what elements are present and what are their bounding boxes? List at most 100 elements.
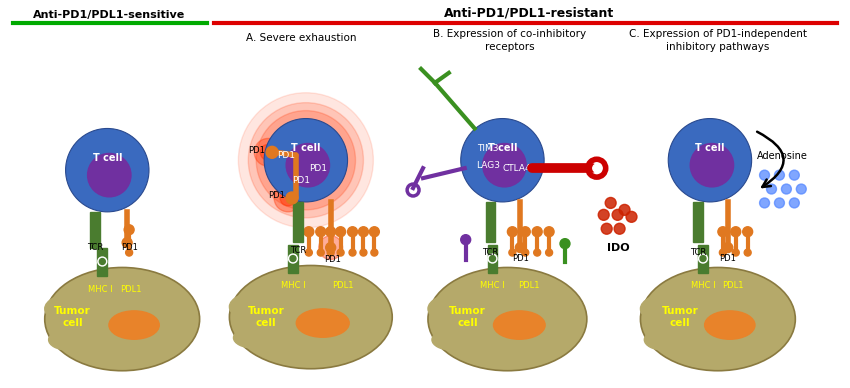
Circle shape <box>248 103 364 218</box>
Circle shape <box>264 119 348 202</box>
Circle shape <box>760 198 769 208</box>
FancyBboxPatch shape <box>698 260 708 274</box>
FancyBboxPatch shape <box>488 245 497 258</box>
Text: LAG3: LAG3 <box>477 161 501 170</box>
Ellipse shape <box>468 340 515 360</box>
Text: PD1: PD1 <box>309 164 326 173</box>
FancyBboxPatch shape <box>90 212 100 248</box>
Ellipse shape <box>323 325 380 351</box>
Circle shape <box>790 170 799 180</box>
Circle shape <box>337 249 344 256</box>
Circle shape <box>515 242 525 253</box>
Text: TCR: TCR <box>290 246 306 255</box>
Circle shape <box>99 258 105 265</box>
Circle shape <box>490 256 496 262</box>
Ellipse shape <box>297 309 349 337</box>
Ellipse shape <box>428 293 491 324</box>
Text: T cell: T cell <box>488 143 517 153</box>
Text: PD1: PD1 <box>719 254 736 263</box>
Text: PD1: PD1 <box>324 255 341 263</box>
Text: CTLA4: CTLA4 <box>502 164 530 173</box>
FancyBboxPatch shape <box>288 260 298 274</box>
Circle shape <box>509 249 516 256</box>
Circle shape <box>266 146 278 158</box>
Circle shape <box>488 254 497 263</box>
Ellipse shape <box>432 329 472 350</box>
Circle shape <box>699 254 707 263</box>
Circle shape <box>767 184 776 194</box>
Circle shape <box>349 249 356 256</box>
Circle shape <box>274 184 302 212</box>
Text: T cell: T cell <box>93 153 122 163</box>
Text: T cell: T cell <box>695 143 725 153</box>
Circle shape <box>65 128 149 212</box>
Circle shape <box>615 223 625 234</box>
Ellipse shape <box>83 340 130 360</box>
Text: C. Expression of PD1-independent
inhibitory pathways: C. Expression of PD1-independent inhibit… <box>629 29 807 52</box>
FancyBboxPatch shape <box>488 260 497 274</box>
Text: MHC I: MHC I <box>88 285 113 294</box>
Circle shape <box>781 184 791 194</box>
Ellipse shape <box>729 327 784 353</box>
Text: PD1: PD1 <box>512 254 529 263</box>
Circle shape <box>520 227 530 237</box>
Circle shape <box>370 227 379 237</box>
Circle shape <box>560 239 570 249</box>
Circle shape <box>544 227 554 237</box>
FancyArrowPatch shape <box>757 132 784 187</box>
Circle shape <box>305 249 312 256</box>
Circle shape <box>126 249 133 256</box>
Circle shape <box>254 139 282 166</box>
Text: MHC I: MHC I <box>280 281 305 290</box>
Circle shape <box>326 227 336 237</box>
Circle shape <box>507 227 518 237</box>
Text: Adenosine: Adenosine <box>757 151 808 161</box>
Circle shape <box>88 153 131 197</box>
Circle shape <box>326 242 336 253</box>
Circle shape <box>483 144 526 187</box>
Circle shape <box>327 249 334 256</box>
Circle shape <box>690 144 734 187</box>
Circle shape <box>532 227 542 237</box>
Circle shape <box>790 198 799 208</box>
Ellipse shape <box>679 340 726 360</box>
Text: TCR: TCR <box>88 242 104 252</box>
FancyBboxPatch shape <box>485 202 496 242</box>
Circle shape <box>743 227 752 237</box>
Circle shape <box>286 192 298 204</box>
Ellipse shape <box>133 327 188 353</box>
Text: PD1: PD1 <box>277 151 295 160</box>
FancyBboxPatch shape <box>288 245 298 258</box>
FancyBboxPatch shape <box>293 202 303 242</box>
Text: Tumor
cell: Tumor cell <box>54 306 91 328</box>
Circle shape <box>359 227 368 237</box>
Circle shape <box>774 198 785 208</box>
Ellipse shape <box>45 267 200 371</box>
Circle shape <box>796 184 807 194</box>
Text: Anti-PD1/PDL1-resistant: Anti-PD1/PDL1-resistant <box>444 7 615 20</box>
Circle shape <box>774 170 785 180</box>
Text: PD1: PD1 <box>121 242 138 252</box>
Ellipse shape <box>48 329 88 350</box>
FancyBboxPatch shape <box>98 263 107 276</box>
Circle shape <box>290 256 296 262</box>
Circle shape <box>348 227 358 237</box>
Circle shape <box>124 225 134 235</box>
FancyBboxPatch shape <box>693 202 703 242</box>
Circle shape <box>288 254 298 263</box>
Circle shape <box>731 227 740 237</box>
Text: TCR: TCR <box>690 248 706 256</box>
Circle shape <box>719 249 727 256</box>
Text: TIM3: TIM3 <box>477 144 498 153</box>
Ellipse shape <box>234 327 275 348</box>
Circle shape <box>619 204 630 215</box>
Circle shape <box>336 227 346 237</box>
Circle shape <box>700 256 706 262</box>
Ellipse shape <box>270 338 319 359</box>
Circle shape <box>522 249 529 256</box>
Ellipse shape <box>644 329 683 350</box>
Text: MHC I: MHC I <box>691 281 716 290</box>
Circle shape <box>592 164 601 172</box>
Circle shape <box>598 210 609 220</box>
Text: T cell: T cell <box>291 143 320 153</box>
